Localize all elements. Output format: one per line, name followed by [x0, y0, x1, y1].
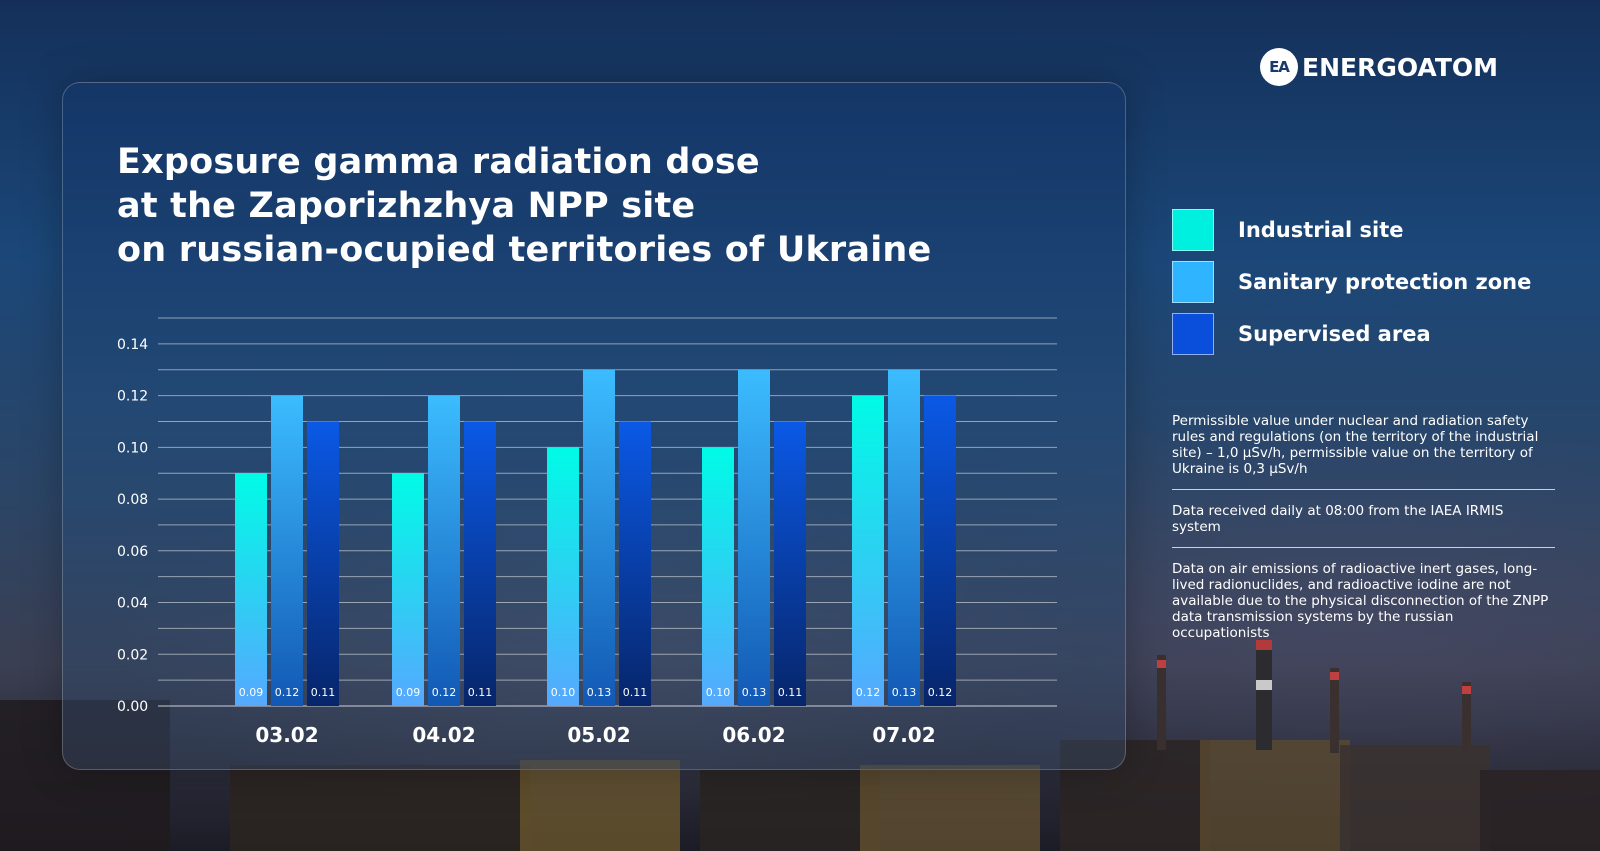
plant-chimney — [1330, 668, 1339, 753]
legend-label: Sanitary protection zone — [1238, 270, 1532, 294]
energoatom-logo-icon: EA — [1260, 48, 1298, 86]
bar — [738, 369, 770, 706]
y-tick-label: 0.10 — [117, 440, 148, 456]
data-label: 0.13 — [742, 686, 767, 699]
plant-chimney — [1157, 655, 1166, 750]
logo-text: ENERGOATOM — [1302, 52, 1499, 82]
bar — [271, 395, 303, 706]
data-label: 0.11 — [311, 686, 336, 699]
plant-building — [1200, 740, 1350, 851]
legend-swatch — [1172, 209, 1214, 251]
title-line: Exposure gamma radiation dose — [117, 142, 760, 182]
x-tick-label: 07.02 — [872, 723, 935, 747]
plant-chimney — [1157, 660, 1166, 668]
data-label: 0.09 — [396, 686, 421, 699]
plant-chimney — [1256, 680, 1272, 690]
bar — [428, 395, 460, 706]
bar — [307, 421, 339, 706]
bar — [392, 473, 424, 706]
x-tick-label: 03.02 — [255, 723, 318, 747]
bar — [547, 447, 579, 706]
data-label: 0.11 — [468, 686, 493, 699]
x-tick-label: 04.02 — [412, 723, 475, 747]
bar — [583, 369, 615, 706]
plant-building — [860, 765, 1040, 851]
data-label: 0.13 — [892, 686, 917, 699]
bar — [888, 369, 920, 706]
plant-chimney — [1256, 640, 1272, 650]
x-tick-label: 06.02 — [722, 723, 785, 747]
info-notes: Permissible value under nuclear and radi… — [1172, 413, 1555, 666]
note-data-source: Data received daily at 08:00 from the IA… — [1172, 503, 1555, 548]
legend-label: Supervised area — [1238, 322, 1431, 346]
legend-swatch — [1172, 261, 1214, 303]
plant-building — [1480, 770, 1600, 851]
y-tick-label: 0.12 — [117, 389, 148, 405]
data-label: 0.13 — [587, 686, 612, 699]
plant-building — [1340, 745, 1490, 851]
data-label: 0.10 — [551, 686, 576, 699]
legend-swatch — [1172, 313, 1214, 355]
y-tick-label: 0.06 — [117, 544, 148, 560]
note-emissions-unavailable: Data on air emissions of radioactive ine… — [1172, 561, 1549, 641]
plant-chimney — [1330, 672, 1339, 680]
bar — [464, 421, 496, 706]
y-tick-label: 0.02 — [117, 647, 148, 663]
legend-label: Industrial site — [1238, 218, 1404, 242]
y-tick-label: 0.04 — [117, 596, 148, 612]
x-tick-label: 05.02 — [567, 723, 630, 747]
plant-building — [230, 765, 530, 851]
legend-item-supervised-area: Supervised area — [1172, 312, 1531, 356]
data-label: 0.11 — [623, 686, 648, 699]
title-line: on russian-ocupied territories of Ukrain… — [117, 230, 932, 270]
bar — [852, 395, 884, 706]
y-tick-label: 0.14 — [117, 337, 148, 353]
bar — [924, 395, 956, 706]
note-permissible-value: Permissible value under nuclear and radi… — [1172, 413, 1555, 490]
data-label: 0.11 — [778, 686, 803, 699]
data-label: 0.12 — [928, 686, 953, 699]
data-label: 0.10 — [706, 686, 731, 699]
y-tick-label: 0.08 — [117, 492, 148, 508]
data-label: 0.12 — [275, 686, 300, 699]
bar — [702, 447, 734, 706]
energoatom-logo: EA ENERGOATOM — [1260, 46, 1498, 88]
title-line: at the Zaporizhzhya NPP site — [117, 186, 696, 226]
data-label: 0.09 — [239, 686, 264, 699]
data-label: 0.12 — [856, 686, 881, 699]
legend-item-sanitary-protection-zone: Sanitary protection zone — [1172, 260, 1531, 304]
chart-legend: Industrial site Sanitary protection zone… — [1172, 208, 1531, 364]
plant-chimney — [1462, 686, 1471, 694]
plant-building — [520, 760, 680, 851]
bar — [619, 421, 651, 706]
chart-title: Exposure gamma radiation dose at the Zap… — [117, 140, 931, 272]
data-label: 0.12 — [432, 686, 457, 699]
bar — [774, 421, 806, 706]
plant-building — [700, 770, 880, 851]
plant-chimney — [1462, 682, 1471, 752]
bar — [235, 473, 267, 706]
y-tick-label: 0.00 — [117, 699, 148, 715]
plant-chimney — [1256, 640, 1272, 750]
legend-item-industrial-site: Industrial site — [1172, 208, 1531, 252]
